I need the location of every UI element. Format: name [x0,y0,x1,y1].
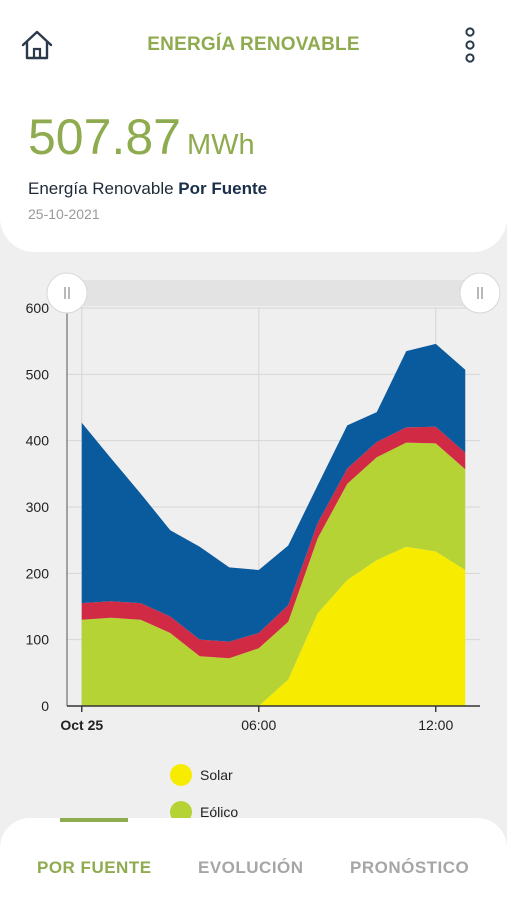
energy-unit: MWh [186,129,255,161]
tab-pronostico[interactable]: PRONÓSTICO [350,858,470,877]
y-tick-label: 200 [26,565,50,581]
y-tick-label: 600 [26,300,50,316]
energy-area-chart: 0 100 200 300 400 500 600 Oct 25 06:00 12:00 [26,272,501,733]
summary-label: Energía Renovable Por Fuente [28,179,267,199]
bottom-tab-bar [0,818,507,900]
range-handle-left[interactable] [46,272,88,314]
home-icon [21,30,53,60]
tab-evolucion[interactable]: EVOLUCIÓN [198,858,304,877]
summary-label-prefix: Energía Renovable [28,179,174,198]
x-tick-label: Oct 25 [60,717,103,733]
summary-card [0,0,507,252]
total-energy-value: 507.87 MWh [28,108,255,166]
app-title: ENERGÍA RENOVABLE [147,34,360,55]
legend-swatch-eolico [170,801,192,823]
home-button[interactable] [20,28,54,62]
summary-date: 25-10-2021 [28,206,100,222]
range-slider-track [67,280,480,306]
x-tick-label: 12:00 [418,717,453,733]
more-vertical-icon [465,27,475,63]
legend-label-solar: Solar [200,767,233,783]
energy-number: 507.87 [28,109,181,165]
y-tick-label: 500 [26,366,50,382]
active-tab-indicator [60,818,128,822]
series-area-blue [81,343,466,642]
x-tick-label: 06:00 [241,717,276,733]
range-handle-right[interactable] [459,272,501,314]
summary-label-source: Por Fuente [178,179,268,198]
legend-swatch-solar [170,764,192,786]
series-area-eolico [81,442,466,706]
y-tick-label: 300 [26,499,50,515]
legend-label-eolico: Eólico [200,804,239,820]
y-tick-label: 400 [26,433,50,449]
y-tick-label: 0 [41,698,49,714]
series-area-solar [81,546,466,706]
y-tick-label: 100 [26,632,50,648]
more-menu-button[interactable] [458,26,482,66]
tab-por-fuente[interactable]: POR FUENTE [37,858,152,877]
